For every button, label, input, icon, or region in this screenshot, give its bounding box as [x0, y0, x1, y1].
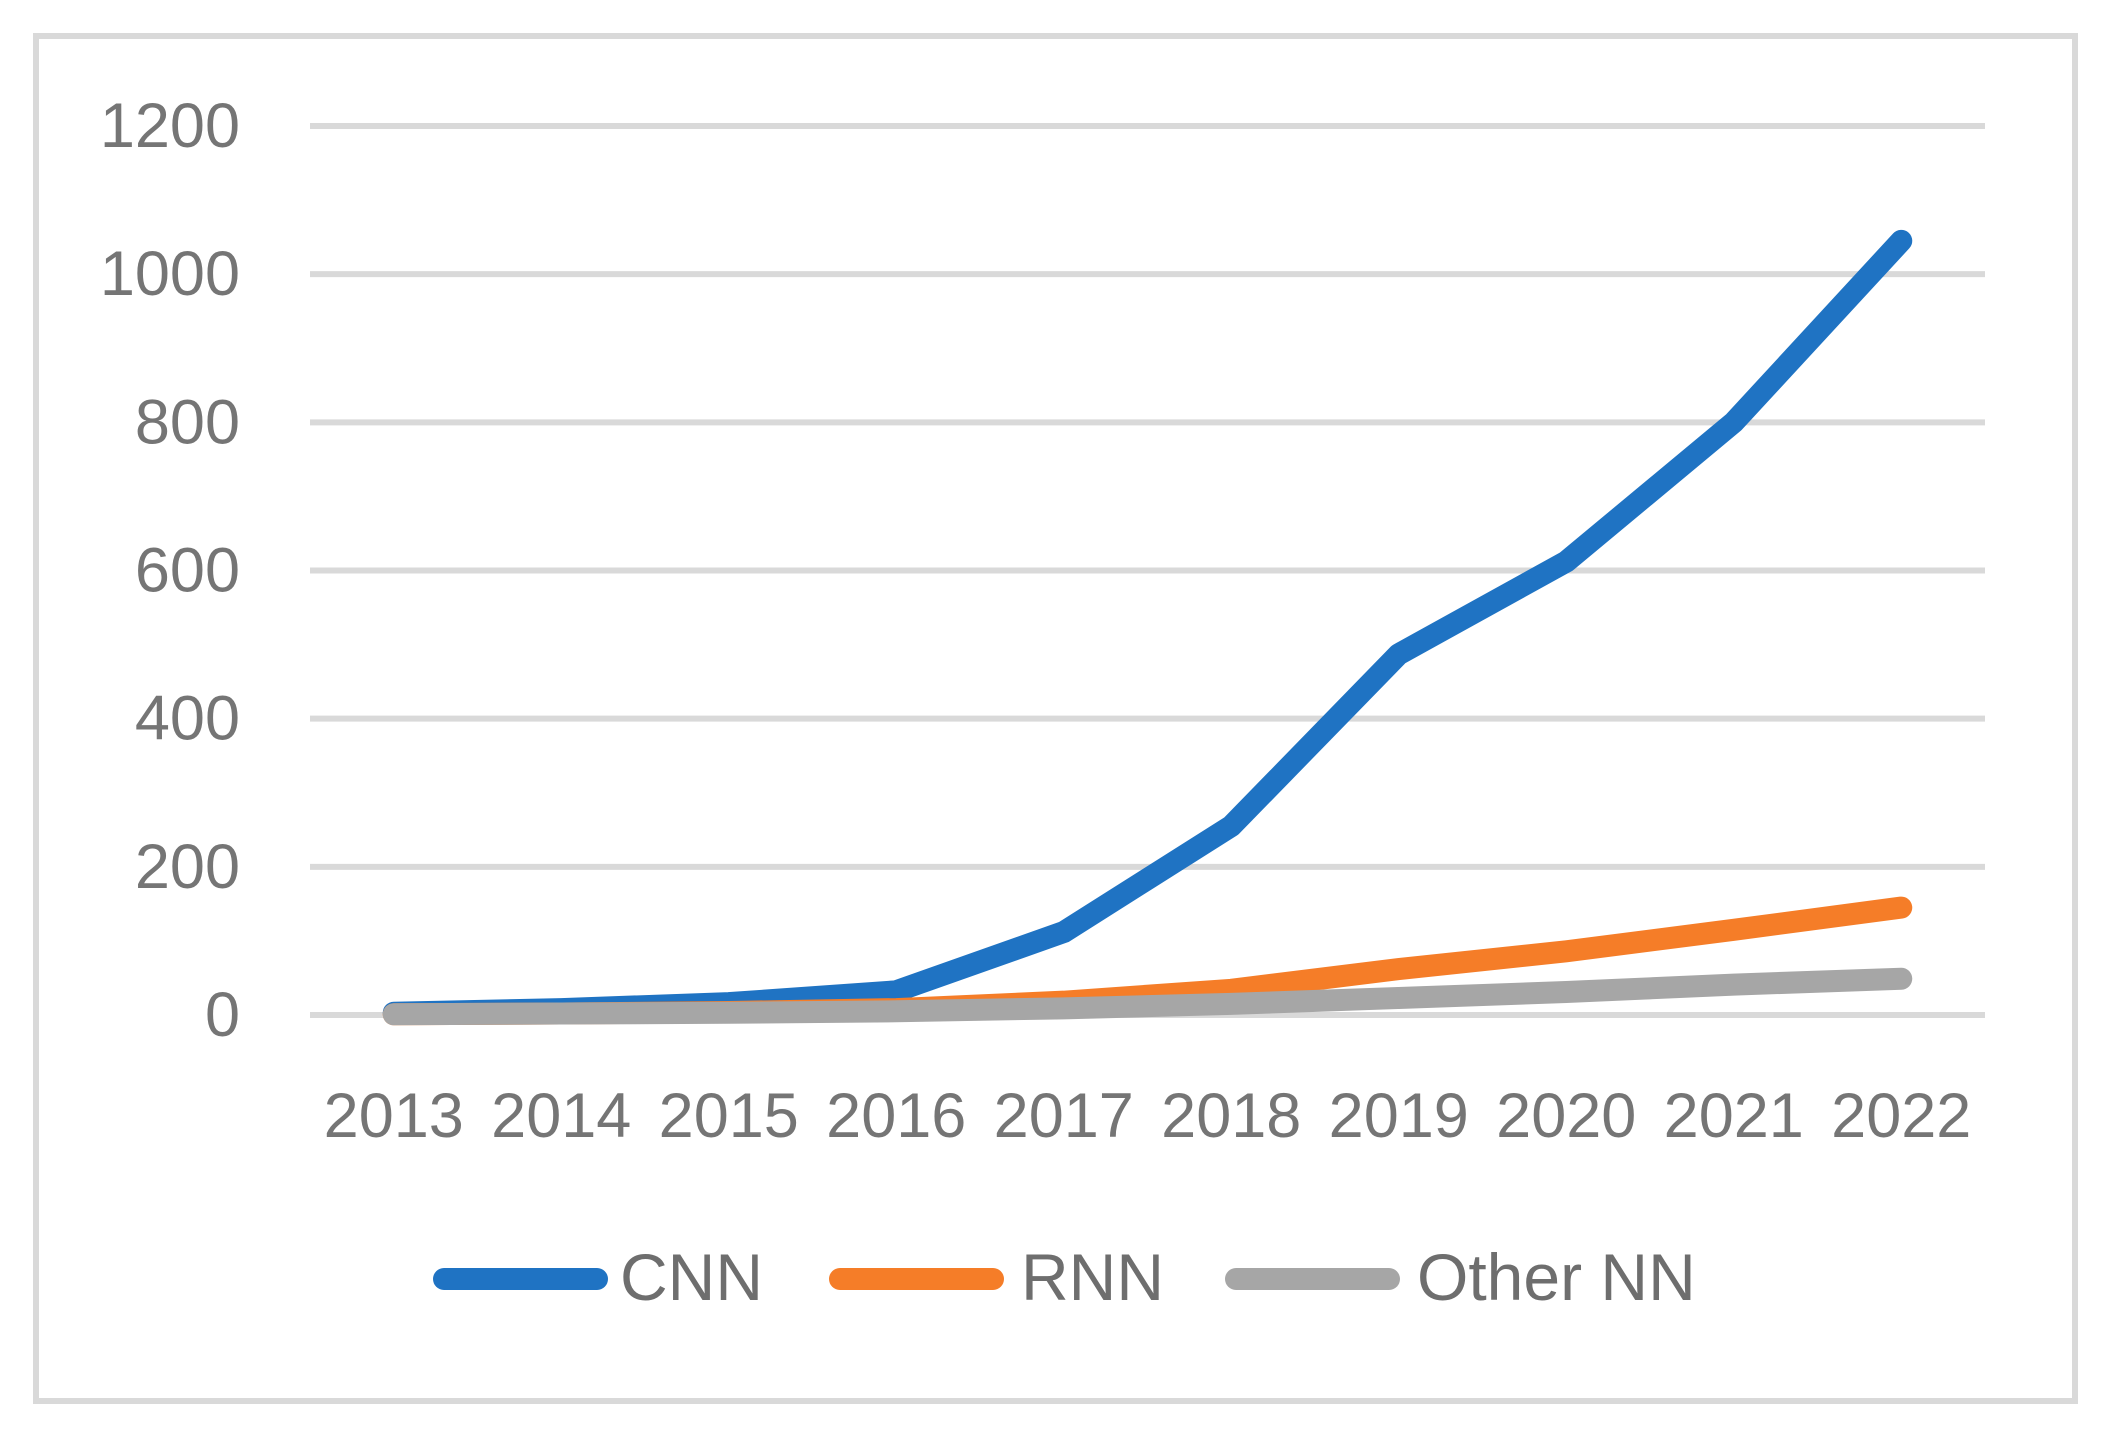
x-tick-label-2021: 2021	[1664, 1081, 1804, 1151]
y-tick-label-800: 800	[135, 387, 240, 457]
legend-label-other-nn: Other NN	[1417, 1240, 1696, 1314]
x-tick-label-2019: 2019	[1329, 1081, 1469, 1151]
y-tick-label-0: 0	[205, 980, 240, 1050]
x-tick-label-2014: 2014	[491, 1081, 631, 1151]
x-tick-label-2018: 2018	[1161, 1081, 1301, 1151]
series-line-other-nn	[382, 967, 1913, 1026]
y-tick-label-1000: 1000	[100, 239, 240, 309]
x-tick-label-2022: 2022	[1831, 1081, 1971, 1151]
x-tick-label-2015: 2015	[659, 1081, 799, 1151]
y-tick-label-200: 200	[135, 832, 240, 902]
legend-label-rnn: RNN	[1021, 1240, 1164, 1314]
y-tick-label-1200: 1200	[100, 91, 240, 161]
y-tick-label-600: 600	[135, 536, 240, 606]
x-tick-label-2017: 2017	[994, 1081, 1134, 1151]
x-tick-label-2016: 2016	[826, 1081, 966, 1151]
y-tick-label-400: 400	[135, 684, 240, 754]
legend-label-cnn: CNN	[620, 1240, 763, 1314]
x-tick-label-2020: 2020	[1496, 1081, 1636, 1151]
x-tick-label-2013: 2013	[324, 1081, 464, 1151]
series-line-cnn	[382, 229, 1913, 1024]
